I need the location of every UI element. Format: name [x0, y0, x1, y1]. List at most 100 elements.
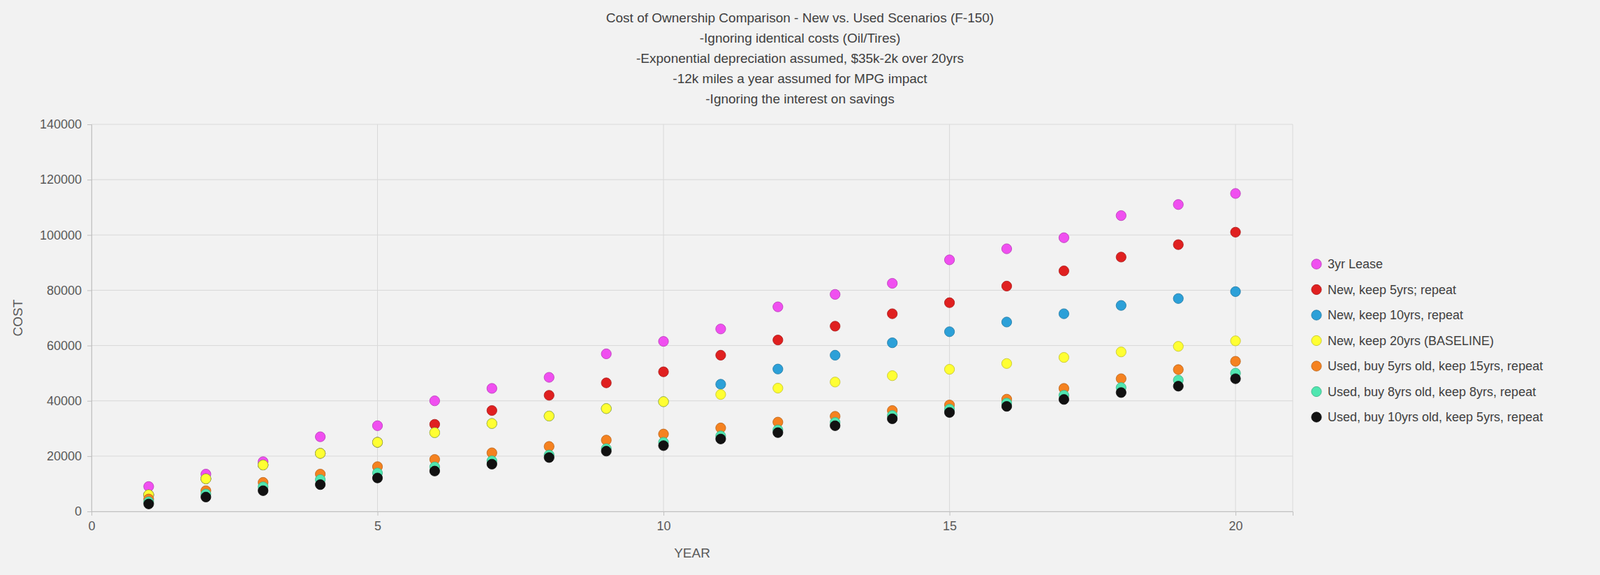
legend-item: Used, buy 8yrs old, keep 8yrs, repeat: [1311, 384, 1536, 399]
tick: 20000: [46, 449, 92, 464]
tick: 15: [942, 511, 957, 533]
point: [486, 458, 497, 469]
tick: 0: [74, 504, 92, 519]
grid-line: [377, 124, 378, 512]
tick: 20: [1229, 511, 1244, 533]
point: [1001, 358, 1012, 369]
point: [715, 349, 726, 360]
tick-mark: [87, 456, 92, 457]
grid-line: [1235, 124, 1237, 512]
point: [1058, 266, 1069, 276]
plot: 0510152002000040000600008000010000012000…: [39, 117, 1294, 533]
tick-label: 140000: [39, 117, 82, 132]
tick-mark: [87, 345, 92, 347]
point: [1058, 394, 1069, 405]
legend-marker: [1311, 335, 1322, 346]
tick-mark: [87, 234, 92, 236]
series: [143, 335, 1241, 501]
point: [429, 465, 440, 476]
background: [0, 0, 1600, 575]
legend-label: New, keep 20yrs (BASELINE): [1327, 333, 1494, 348]
point: [773, 335, 783, 346]
legend-marker: [1311, 412, 1322, 422]
legend-label: Used, buy 10yrs old, keep 5yrs, repeat: [1327, 409, 1543, 424]
point: [544, 410, 554, 421]
series: [143, 226, 1241, 500]
subtitle: -12k miles a year assumed for MPG impact: [672, 71, 928, 86]
point: [544, 372, 554, 383]
tick-label: 10: [657, 518, 672, 533]
point: [887, 337, 898, 348]
tick: 0: [87, 511, 95, 533]
tick-mark: [87, 511, 92, 512]
marks: [143, 188, 1241, 510]
point: [658, 396, 669, 407]
point: [1001, 400, 1012, 411]
point: [201, 473, 211, 484]
point: [372, 437, 383, 447]
point: [429, 395, 440, 406]
point: [486, 418, 497, 429]
point: [601, 377, 612, 388]
point: [486, 383, 497, 394]
grid-line: [91, 289, 1293, 291]
point: [1173, 341, 1184, 352]
point: [544, 410, 554, 421]
legend-label: New, keep 10yrs, repeat: [1327, 307, 1464, 322]
point: [258, 459, 269, 470]
legend-label: 3yr Lease: [1327, 257, 1383, 271]
point: [830, 420, 841, 431]
point: [201, 473, 211, 484]
point: [372, 472, 383, 483]
tick-label: 60000: [46, 338, 82, 353]
point: [1173, 239, 1184, 250]
point: [1001, 280, 1012, 291]
plot-frame: [1292, 124, 1294, 512]
series: [143, 286, 1241, 500]
point: [1173, 364, 1184, 375]
axis-line: [87, 125, 93, 512]
point: [773, 382, 783, 393]
point: [830, 349, 841, 360]
point: [1058, 232, 1069, 243]
legend-item: 3yr Lease: [1311, 257, 1383, 271]
point: [887, 277, 898, 288]
point: [544, 452, 554, 463]
tick-label: 5: [374, 518, 382, 533]
point: [1173, 381, 1184, 392]
tick-label: 40000: [46, 393, 82, 408]
grid-line: [949, 124, 950, 512]
point: [544, 390, 554, 401]
point: [1173, 199, 1184, 210]
point: [201, 473, 211, 484]
tick: 100000: [39, 228, 92, 243]
subtitle: -Exponential depreciation assumed, $35k-…: [636, 50, 964, 66]
chart: Cost of Ownership Comparison - New vs. U…: [0, 0, 1600, 575]
point: [372, 437, 383, 447]
tick-mark: [377, 511, 379, 516]
point: [314, 448, 325, 459]
point: [830, 377, 841, 387]
grid-line: [91, 345, 1293, 346]
tick: 60000: [46, 338, 92, 353]
point: [773, 301, 783, 312]
point: [944, 363, 954, 374]
point: [258, 459, 269, 470]
point: [658, 396, 669, 407]
tick: 10: [657, 511, 672, 533]
point: [944, 297, 954, 308]
point: [658, 366, 669, 377]
tick-label: 20: [1229, 518, 1244, 533]
grid-line: [663, 124, 665, 512]
tick-label: 15: [942, 518, 957, 533]
legend-item: New, keep 10yrs, repeat: [1311, 307, 1464, 322]
point: [887, 370, 898, 381]
tick-label: 100000: [39, 228, 82, 243]
legend-marker: [1311, 259, 1322, 269]
point: [601, 403, 612, 414]
tick: 80000: [46, 283, 92, 298]
point: [601, 348, 612, 359]
point: [1116, 300, 1126, 311]
point: [1116, 373, 1126, 384]
subtitle: -Ignoring identical costs (Oil/Tires): [699, 30, 901, 46]
